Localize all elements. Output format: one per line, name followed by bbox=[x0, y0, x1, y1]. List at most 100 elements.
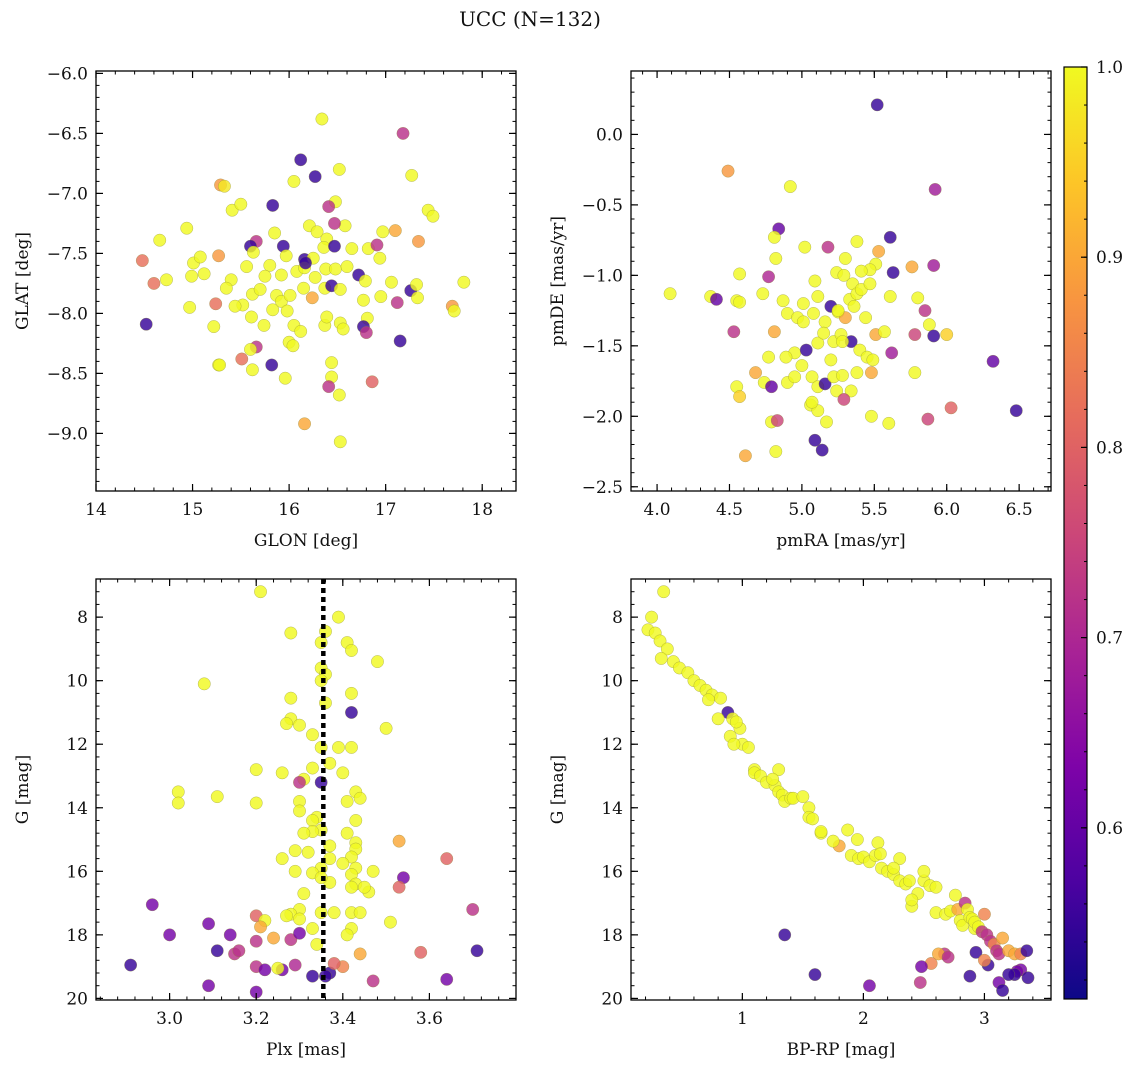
data-point bbox=[298, 417, 312, 431]
data-point bbox=[366, 864, 380, 878]
data-point bbox=[830, 384, 844, 398]
y-tick-label: −0.5 bbox=[582, 196, 623, 216]
data-point bbox=[915, 960, 928, 974]
y-tick-label: −2.0 bbox=[582, 407, 623, 427]
data-point bbox=[969, 945, 983, 959]
data-point bbox=[124, 958, 138, 972]
data-point bbox=[440, 972, 454, 986]
data-point bbox=[294, 324, 308, 338]
data-point bbox=[808, 968, 822, 982]
data-point bbox=[392, 880, 406, 894]
data-point bbox=[927, 259, 941, 272]
data-point bbox=[280, 717, 293, 731]
y-tick-label: −2.5 bbox=[582, 478, 623, 498]
data-point bbox=[333, 282, 347, 296]
data-point bbox=[235, 352, 249, 366]
data-point bbox=[217, 179, 231, 193]
colorbar-tick-label: 1.0 bbox=[1096, 58, 1123, 78]
data-point bbox=[770, 414, 784, 427]
data-point bbox=[818, 377, 832, 391]
y-tick-label: −9.0 bbox=[47, 424, 88, 444]
x-axis-label: pmRA [mas/yr] bbox=[776, 531, 905, 551]
data-point bbox=[711, 712, 725, 726]
data-point bbox=[293, 926, 306, 940]
data-point bbox=[721, 164, 735, 178]
data-point bbox=[767, 230, 781, 244]
data-point bbox=[275, 852, 289, 866]
x-axis-label: GLON [deg] bbox=[254, 531, 358, 551]
data-point bbox=[244, 342, 257, 356]
data-point bbox=[249, 763, 263, 777]
data-point bbox=[345, 644, 358, 657]
y-tick-label: −8.0 bbox=[47, 304, 88, 324]
x-tick-label: 6.5 bbox=[1006, 500, 1033, 520]
data-point bbox=[831, 304, 845, 318]
x-tick-label: 14 bbox=[85, 500, 107, 520]
data-point bbox=[219, 281, 233, 295]
data-point bbox=[447, 304, 461, 318]
data-point bbox=[893, 852, 907, 866]
data-point bbox=[977, 953, 991, 967]
data-point bbox=[333, 435, 347, 449]
data-point bbox=[940, 328, 954, 342]
data-point bbox=[885, 346, 899, 360]
data-point bbox=[332, 610, 345, 624]
data-point bbox=[288, 864, 302, 878]
x-tick-label: 16 bbox=[278, 500, 300, 520]
data-point bbox=[390, 296, 404, 310]
data-point bbox=[798, 240, 812, 254]
panels: 14 15 16 17 18−9.0−8.5−8.0−7.5−7.0−6.5−6.0GL… bbox=[13, 64, 1052, 1060]
data-point bbox=[209, 297, 223, 311]
data-point bbox=[1020, 944, 1034, 958]
data-point bbox=[1002, 968, 1016, 982]
data-point bbox=[349, 814, 363, 827]
data-point bbox=[370, 238, 384, 252]
data-point bbox=[328, 239, 341, 253]
data-point bbox=[905, 893, 919, 907]
data-point bbox=[440, 852, 454, 866]
panel-1: 14 15 16 17 18 −9.0 −8.5 −8.0 −7.5 −7.0 −6.5 −6.0 GL… bbox=[13, 64, 517, 551]
data-point bbox=[147, 276, 161, 290]
data-point bbox=[301, 845, 315, 859]
x-tick-label: 3.0 bbox=[156, 1009, 183, 1029]
data-point bbox=[293, 912, 306, 926]
data-point bbox=[657, 585, 671, 599]
data-point bbox=[139, 317, 153, 331]
data-point bbox=[306, 761, 319, 775]
data-point bbox=[232, 944, 246, 958]
data-point bbox=[153, 233, 167, 247]
data-point bbox=[927, 329, 941, 343]
data-point bbox=[837, 268, 851, 282]
data-point bbox=[376, 225, 390, 239]
figure-title: UCC (N=132) bbox=[459, 7, 601, 31]
data-point bbox=[327, 906, 341, 920]
data-point bbox=[772, 763, 786, 777]
y-tick-label: −1.0 bbox=[582, 266, 623, 286]
data-point bbox=[871, 836, 885, 850]
data-point bbox=[328, 216, 341, 230]
y-tick-label: 20 bbox=[66, 989, 88, 1009]
data-point bbox=[325, 356, 339, 370]
data-point bbox=[908, 366, 922, 380]
data-point bbox=[727, 737, 741, 751]
data-point bbox=[345, 686, 358, 700]
data-point bbox=[340, 928, 354, 942]
data-point bbox=[918, 304, 932, 318]
y-axis-label: G [mag] bbox=[13, 755, 33, 824]
x-tick-label: 4.5 bbox=[716, 500, 743, 520]
data-point bbox=[305, 291, 319, 305]
x-tick-label: 1 bbox=[737, 1009, 748, 1029]
data-point bbox=[863, 277, 877, 291]
data-point bbox=[249, 934, 263, 948]
data-point bbox=[345, 705, 358, 719]
data-point bbox=[862, 979, 876, 993]
data-point bbox=[180, 221, 194, 235]
y-tick-label: 8 bbox=[77, 608, 88, 628]
data-point bbox=[234, 197, 248, 211]
data-point bbox=[917, 864, 931, 878]
data-point bbox=[820, 415, 833, 429]
data-point bbox=[948, 888, 962, 902]
data-point bbox=[212, 249, 226, 263]
data-point bbox=[370, 655, 384, 669]
data-point bbox=[821, 240, 835, 254]
